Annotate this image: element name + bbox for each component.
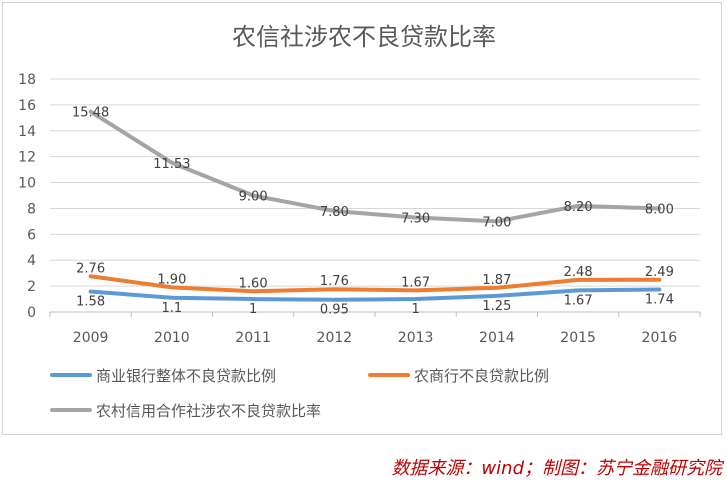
y-tick-label: 16 — [18, 98, 36, 114]
data-label: 1.60 — [239, 276, 268, 291]
data-label: 15.48 — [72, 106, 109, 121]
data-label: 11.53 — [153, 157, 190, 172]
gridlines — [50, 78, 700, 313]
series-line-2 — [88, 274, 662, 294]
y-tick-label: 6 — [27, 227, 36, 243]
data-label: 1 — [411, 302, 419, 317]
y-tick-label: 10 — [18, 176, 36, 192]
data-label: 0.95 — [320, 303, 349, 318]
y-tick-label: 8 — [27, 201, 36, 217]
data-label: 1.87 — [482, 273, 511, 288]
data-label: 2.48 — [564, 265, 593, 280]
x-tick-label: 2009 — [73, 330, 109, 346]
y-tick-label: 12 — [18, 150, 36, 166]
y-tick-label: 2 — [27, 279, 36, 295]
x-tick-label: 2012 — [317, 330, 353, 346]
data-label: 1.74 — [645, 292, 674, 307]
data-label: 1.67 — [564, 293, 593, 308]
source-note: 数据来源：wind；制图：苏宁金融研究院 — [391, 458, 725, 479]
data-label: 7.00 — [482, 215, 511, 230]
data-label: 1 — [249, 302, 257, 317]
legend-label: 农村信用合作社涉农不良贷款比率 — [96, 402, 321, 420]
chart-title: 农信社涉农不良贷款比率 — [232, 23, 496, 51]
data-label: 8.00 — [645, 202, 674, 217]
y-tick-label: 4 — [27, 253, 36, 269]
data-label: 1.67 — [401, 275, 430, 290]
data-labels: 1.58 1.1 1 0.95 1 1.25 1.67 1.74 2.76 1.90 1.60 1.7… — [72, 106, 674, 318]
x-tick-label: 2016 — [642, 330, 678, 346]
series-line-3 — [88, 109, 662, 224]
data-label: 2.76 — [76, 261, 105, 276]
data-label: 1.90 — [157, 272, 186, 287]
legend-label: 农商行不良贷款比例 — [414, 367, 549, 385]
axes: 0 2 4 6 8 10 12 14 16 18 2009 2010 2011 2012 2013 2014 2… — [18, 72, 701, 346]
series-line-1 — [88, 287, 662, 302]
x-tick-label: 2013 — [398, 330, 434, 346]
data-label: 1.76 — [320, 274, 349, 289]
y-tick-label: 14 — [18, 124, 36, 140]
y-tick-label: 0 — [27, 305, 36, 321]
x-tick-label: 2014 — [479, 330, 515, 346]
x-tick-label: 2011 — [235, 330, 271, 346]
data-label: 8.20 — [564, 200, 593, 215]
data-label: 2.49 — [645, 265, 674, 280]
data-label: 7.30 — [401, 212, 430, 227]
data-label: 1.25 — [482, 299, 511, 314]
x-tick-label: 2015 — [560, 330, 596, 346]
data-label: 7.80 — [320, 205, 349, 220]
series-lines — [88, 109, 662, 302]
data-label: 9.00 — [239, 190, 268, 205]
y-tick-label: 18 — [18, 72, 36, 88]
legend-label: 商业银行整体不良贷款比例 — [96, 367, 276, 385]
data-label: 1.1 — [162, 301, 183, 316]
x-tick-label: 2010 — [154, 330, 190, 346]
data-label: 1.58 — [76, 295, 105, 310]
chart-frame — [2, 2, 722, 435]
